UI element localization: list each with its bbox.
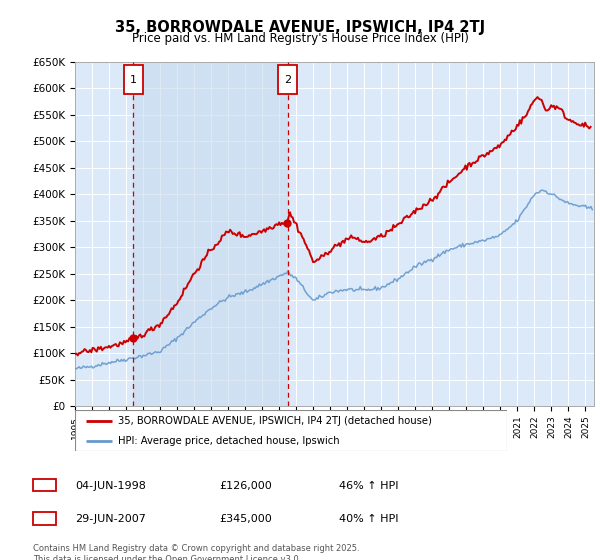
Text: 40% ↑ HPI: 40% ↑ HPI — [339, 514, 398, 524]
Text: 35, BORROWDALE AVENUE, IPSWICH, IP4 2TJ: 35, BORROWDALE AVENUE, IPSWICH, IP4 2TJ — [115, 20, 485, 35]
Text: 1: 1 — [130, 74, 137, 85]
Text: 04-JUN-1998: 04-JUN-1998 — [75, 480, 146, 491]
Text: 35, BORROWDALE AVENUE, IPSWICH, IP4 2TJ (detached house): 35, BORROWDALE AVENUE, IPSWICH, IP4 2TJ … — [118, 417, 432, 426]
Text: HPI: Average price, detached house, Ipswich: HPI: Average price, detached house, Ipsw… — [118, 436, 340, 446]
FancyBboxPatch shape — [278, 65, 297, 94]
FancyBboxPatch shape — [124, 65, 143, 94]
Text: Price paid vs. HM Land Registry's House Price Index (HPI): Price paid vs. HM Land Registry's House … — [131, 32, 469, 45]
Text: 2: 2 — [41, 514, 48, 524]
Bar — [133, 62, 287, 406]
Text: 46% ↑ HPI: 46% ↑ HPI — [339, 480, 398, 491]
Text: 2: 2 — [284, 74, 291, 85]
Text: 29-JUN-2007: 29-JUN-2007 — [75, 514, 146, 524]
Text: Contains HM Land Registry data © Crown copyright and database right 2025.
This d: Contains HM Land Registry data © Crown c… — [33, 544, 359, 560]
Text: £345,000: £345,000 — [219, 514, 272, 524]
Text: 1: 1 — [41, 480, 48, 491]
Text: £126,000: £126,000 — [219, 480, 272, 491]
